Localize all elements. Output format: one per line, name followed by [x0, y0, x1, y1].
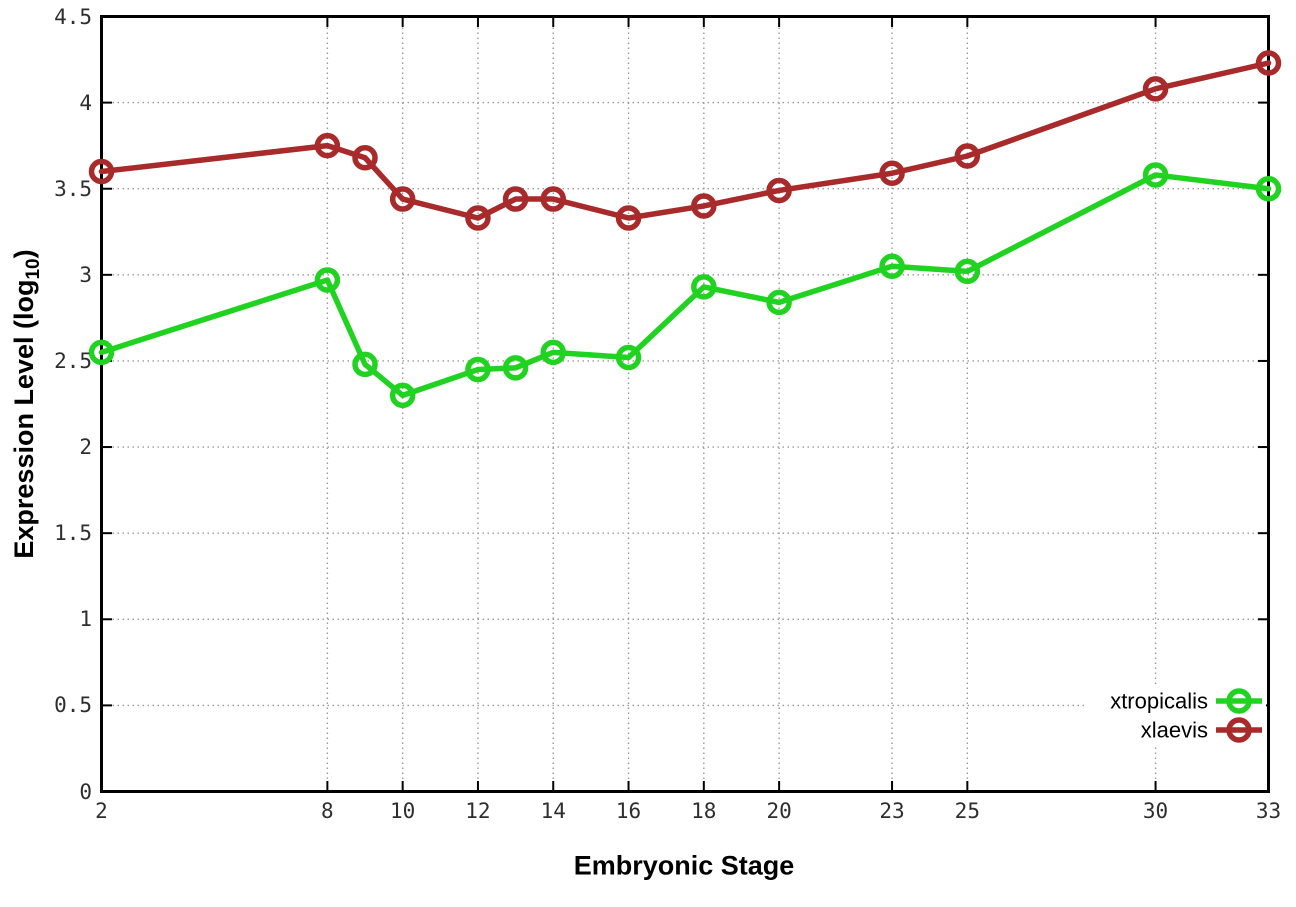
data-point-xlaevis — [1255, 50, 1282, 76]
y-tick-label-3.5: 3.5 — [54, 176, 92, 201]
data-point-xlaevis — [314, 132, 341, 159]
data-point-xlaevis — [615, 205, 642, 231]
data-point-xtropicalis — [389, 382, 416, 409]
data-point-xtropicalis — [1255, 175, 1282, 202]
y-tick-label-2.5: 2.5 — [54, 348, 92, 373]
data-point-xlaevis — [766, 177, 792, 204]
data-point-xlaevis — [1142, 76, 1169, 102]
data-point-xtropicalis — [766, 289, 792, 316]
x-axis-title: Embryonic Stage — [573, 850, 795, 881]
data-point-xtropicalis — [465, 356, 491, 383]
x-tick-label-20: 20 — [766, 799, 792, 823]
x-tick-label-16: 16 — [615, 799, 642, 823]
data-point-xtropicalis — [352, 351, 378, 378]
data-point-xlaevis — [540, 186, 566, 212]
y-tick-label-1.5: 1.5 — [54, 521, 92, 546]
x-tick-label-30: 30 — [1142, 799, 1169, 823]
x-tick-label-33: 33 — [1255, 799, 1282, 823]
data-point-xtropicalis — [879, 253, 905, 279]
data-point-xtropicalis — [540, 339, 566, 366]
data-point-xlaevis — [691, 193, 717, 219]
legend-backdrop — [1085, 686, 1266, 746]
y-tick-label-4.5: 4.5 — [54, 4, 92, 29]
x-tick-label-25: 25 — [954, 799, 980, 823]
series-line-xlaevis — [98, 60, 1272, 221]
data-point-xlaevis — [465, 205, 491, 231]
data-point-xtropicalis — [88, 339, 115, 366]
y-tick-label-4: 4 — [79, 90, 92, 115]
data-point-xtropicalis — [954, 258, 981, 285]
plot-border — [100, 15, 1270, 793]
legend-label-xlaevis: xlaevis — [1141, 718, 1208, 743]
x-tick-label-12: 12 — [465, 799, 491, 823]
x-tick-label-18: 18 — [691, 799, 717, 823]
y-tick-label-1: 1 — [79, 607, 92, 632]
data-point-xtropicalis — [615, 344, 642, 371]
x-tick-label-23: 23 — [879, 799, 905, 823]
data-point-xlaevis — [352, 144, 378, 171]
y-tick-label-0.5: 0.5 — [54, 693, 92, 718]
data-point-xtropicalis — [502, 355, 529, 381]
y-axis-title-text: Expression Level (log — [8, 279, 39, 559]
legend-marker-xlaevis — [1226, 717, 1252, 743]
y-axis-title-close: ) — [8, 249, 39, 259]
y-tick-label-2: 2 — [79, 435, 92, 460]
x-tick-label-14: 14 — [540, 799, 566, 823]
data-point-xlaevis — [879, 160, 905, 186]
data-point-xlaevis — [954, 143, 981, 169]
x-tick-label-2: 2 — [95, 799, 108, 823]
data-point-xlaevis — [389, 186, 416, 212]
y-tick-label-3: 3 — [79, 262, 92, 287]
data-point-xlaevis — [88, 158, 115, 185]
y-axis-title: Expression Level (log10) — [9, 249, 45, 558]
data-point-xtropicalis — [691, 274, 717, 300]
legend-label-xtropicalis: xtropicalis — [1110, 689, 1208, 714]
data-point-xlaevis — [502, 186, 529, 212]
data-point-xtropicalis — [1142, 162, 1169, 188]
x-tick-label-10: 10 — [390, 799, 416, 823]
y-tick-label-0: 0 — [79, 779, 92, 804]
y-axis-title-subscript: 10 — [23, 258, 45, 280]
data-point-xtropicalis — [314, 267, 341, 293]
x-tick-label-8: 8 — [321, 799, 334, 823]
legend-marker-xtropicalis — [1226, 688, 1252, 714]
